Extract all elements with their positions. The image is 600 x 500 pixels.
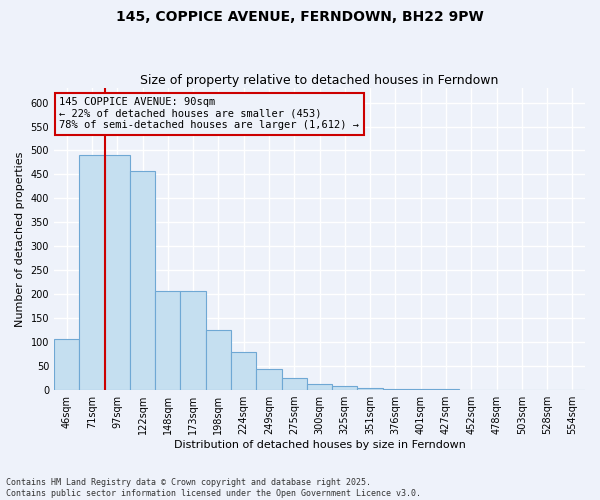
Bar — [332, 386, 358, 390]
X-axis label: Distribution of detached houses by size in Ferndown: Distribution of detached houses by size … — [173, 440, 466, 450]
Bar — [206, 330, 231, 390]
Bar — [104, 156, 130, 390]
Bar — [130, 170, 155, 390]
Title: Size of property relative to detached houses in Ferndown: Size of property relative to detached ho… — [140, 74, 499, 87]
Bar — [408, 389, 433, 390]
Bar — [358, 388, 383, 390]
Bar — [54, 339, 79, 390]
Text: 145, COPPICE AVENUE, FERNDOWN, BH22 9PW: 145, COPPICE AVENUE, FERNDOWN, BH22 9PW — [116, 10, 484, 24]
Bar — [307, 384, 332, 390]
Text: Contains HM Land Registry data © Crown copyright and database right 2025.
Contai: Contains HM Land Registry data © Crown c… — [6, 478, 421, 498]
Bar — [281, 378, 307, 390]
Bar — [155, 291, 181, 390]
Bar — [79, 156, 104, 390]
Bar — [383, 388, 408, 390]
Text: 145 COPPICE AVENUE: 90sqm
← 22% of detached houses are smaller (453)
78% of semi: 145 COPPICE AVENUE: 90sqm ← 22% of detac… — [59, 97, 359, 130]
Bar — [231, 352, 256, 390]
Bar — [181, 291, 206, 390]
Bar — [256, 368, 281, 390]
Bar — [433, 389, 458, 390]
Y-axis label: Number of detached properties: Number of detached properties — [15, 152, 25, 327]
